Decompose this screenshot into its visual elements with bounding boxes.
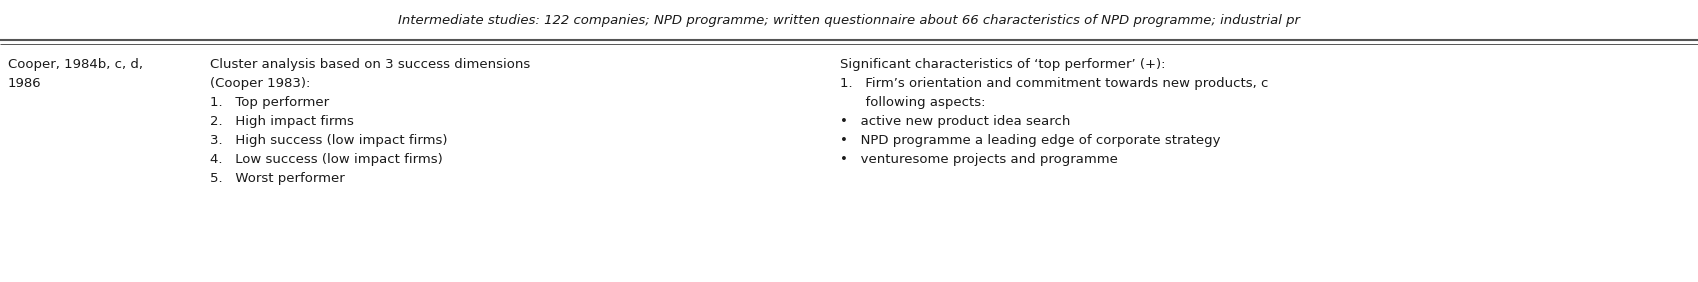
Text: 2.   High impact firms: 2. High impact firms: [211, 115, 353, 128]
Text: 1986: 1986: [8, 77, 42, 90]
Text: Cooper, 1984b, c, d,: Cooper, 1984b, c, d,: [8, 58, 143, 71]
Text: following aspects:: following aspects:: [841, 96, 985, 109]
Text: Significant characteristics of ‘top performer’ (+):: Significant characteristics of ‘top perf…: [841, 58, 1165, 71]
Text: (Cooper 1983):: (Cooper 1983):: [211, 77, 311, 90]
Text: Intermediate studies: 122 companies; NPD programme; written questionnaire about : Intermediate studies: 122 companies; NPD…: [397, 14, 1301, 27]
Text: 3.   High success (low impact firms): 3. High success (low impact firms): [211, 134, 448, 147]
Text: 1.   Top performer: 1. Top performer: [211, 96, 329, 109]
Text: 1.   Firm’s orientation and commitment towards new products, c: 1. Firm’s orientation and commitment tow…: [841, 77, 1268, 90]
Text: 5.   Worst performer: 5. Worst performer: [211, 172, 345, 185]
Text: 4.   Low success (low impact firms): 4. Low success (low impact firms): [211, 153, 443, 166]
Text: •   venturesome projects and programme: • venturesome projects and programme: [841, 153, 1117, 166]
Text: Cluster analysis based on 3 success dimensions: Cluster analysis based on 3 success dime…: [211, 58, 530, 71]
Text: •   NPD programme a leading edge of corporate strategy: • NPD programme a leading edge of corpor…: [841, 134, 1221, 147]
Text: •   active new product idea search: • active new product idea search: [841, 115, 1070, 128]
